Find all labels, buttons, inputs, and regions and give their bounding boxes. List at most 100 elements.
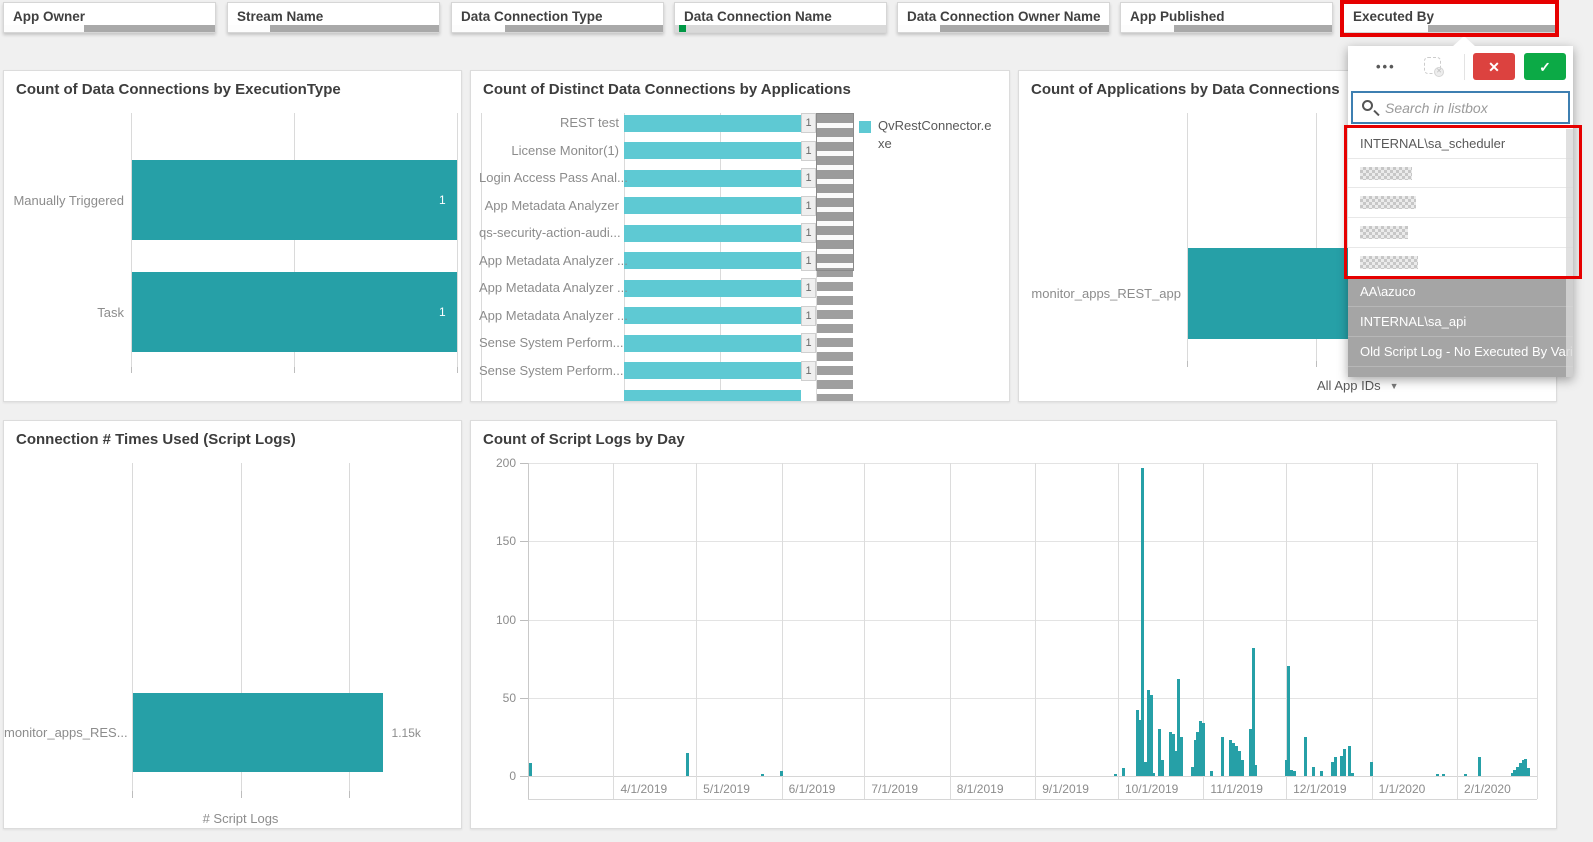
filter-data-connection-owner-name[interactable]: Data Connection Owner Name bbox=[897, 2, 1110, 33]
day-bar[interactable] bbox=[1331, 761, 1335, 776]
cancel-selection-button[interactable]: ✕ bbox=[1473, 53, 1515, 80]
day-bar[interactable] bbox=[1292, 771, 1296, 776]
legend-label[interactable]: QvRestConnector.exe bbox=[878, 118, 992, 151]
day-bar[interactable] bbox=[1196, 732, 1200, 776]
listbox-item[interactable] bbox=[1348, 188, 1573, 219]
day-bar[interactable] bbox=[1138, 719, 1142, 776]
day-bar[interactable] bbox=[1284, 760, 1288, 776]
bar-10[interactable] bbox=[624, 362, 801, 379]
filter-data-connection-type[interactable]: Data Connection Type bbox=[451, 2, 664, 33]
day-bar[interactable] bbox=[1516, 766, 1520, 776]
day-bar[interactable] bbox=[1177, 678, 1181, 776]
day-bar[interactable] bbox=[1171, 733, 1175, 776]
day-bar[interactable] bbox=[1370, 761, 1374, 776]
day-bar[interactable] bbox=[1312, 766, 1316, 776]
day-bar[interactable] bbox=[1320, 771, 1324, 776]
day-bar[interactable] bbox=[780, 771, 784, 776]
bar-task[interactable] bbox=[132, 272, 457, 352]
day-bar[interactable] bbox=[1510, 772, 1514, 776]
listbox-item[interactable] bbox=[1348, 247, 1573, 278]
confirm-selection-button[interactable]: ✓ bbox=[1524, 53, 1566, 80]
day-bar[interactable] bbox=[1248, 729, 1252, 776]
day-bar[interactable] bbox=[1513, 769, 1517, 776]
day-bar[interactable] bbox=[1146, 689, 1150, 776]
day-bar[interactable] bbox=[686, 752, 690, 776]
day-bar[interactable] bbox=[1157, 729, 1161, 776]
day-bar[interactable] bbox=[1232, 743, 1236, 776]
day-bar[interactable] bbox=[1190, 766, 1194, 776]
search-input[interactable] bbox=[1385, 95, 1560, 120]
listbox-item[interactable] bbox=[1348, 366, 1573, 377]
filter-data-connection-name[interactable]: Data Connection Name bbox=[674, 2, 887, 33]
day-bar[interactable] bbox=[1168, 732, 1172, 776]
filter-executed-by[interactable]: Executed By bbox=[1343, 2, 1556, 33]
bar-2[interactable] bbox=[624, 142, 801, 159]
day-bar[interactable] bbox=[1221, 736, 1225, 776]
bar-monitor_apps_RES...[interactable] bbox=[133, 693, 383, 772]
scroll-minimap-window[interactable] bbox=[816, 113, 854, 271]
day-bar[interactable] bbox=[1149, 694, 1153, 776]
day-bar[interactable] bbox=[1144, 761, 1148, 776]
day-bar[interactable] bbox=[529, 763, 533, 776]
day-bar[interactable] bbox=[1235, 746, 1238, 776]
bar-4[interactable] bbox=[624, 197, 801, 214]
day-bar[interactable] bbox=[1290, 769, 1294, 776]
day-bar[interactable] bbox=[1527, 768, 1531, 776]
day-bar[interactable] bbox=[1210, 771, 1214, 776]
listbox-item[interactable]: INTERNAL\sa_api bbox=[1348, 307, 1573, 337]
day-bar[interactable] bbox=[1174, 750, 1178, 776]
day-bar[interactable] bbox=[1463, 774, 1467, 776]
bar-8[interactable] bbox=[624, 307, 801, 324]
listbox-item[interactable] bbox=[1348, 218, 1573, 248]
listbox-item[interactable]: INTERNAL\sa_scheduler bbox=[1348, 129, 1573, 159]
day-bar[interactable] bbox=[1121, 768, 1125, 776]
day-bar[interactable] bbox=[1348, 746, 1352, 776]
day-bar[interactable] bbox=[1193, 740, 1197, 776]
listbox-scrollbar[interactable] bbox=[1566, 129, 1573, 377]
day-bar[interactable] bbox=[1303, 736, 1307, 776]
day-bar[interactable] bbox=[1229, 740, 1233, 776]
bar-9[interactable] bbox=[624, 334, 801, 352]
app-ids-selector[interactable]: All App IDs ▼ bbox=[1317, 378, 1399, 393]
day-bar[interactable] bbox=[1179, 736, 1183, 776]
day-bar[interactable] bbox=[1518, 763, 1522, 776]
day-bar[interactable] bbox=[1251, 647, 1255, 776]
day-bar[interactable] bbox=[1199, 721, 1203, 776]
day-bar[interactable] bbox=[1237, 750, 1241, 776]
day-bar[interactable] bbox=[1350, 772, 1354, 776]
day-bar[interactable] bbox=[1287, 666, 1291, 776]
day-bar[interactable] bbox=[1524, 758, 1528, 776]
filter-stream-name[interactable]: Stream Name bbox=[227, 2, 440, 33]
day-bar[interactable] bbox=[1141, 467, 1145, 776]
day-bar[interactable] bbox=[1521, 760, 1525, 776]
filter-app-owner[interactable]: App Owner bbox=[3, 2, 216, 33]
listbox-item[interactable] bbox=[1348, 158, 1573, 189]
bar-7[interactable] bbox=[624, 279, 801, 297]
day-bar[interactable] bbox=[1334, 757, 1338, 776]
day-bar[interactable] bbox=[1436, 774, 1440, 776]
bar-partial[interactable] bbox=[624, 390, 801, 401]
filter-app-published[interactable]: App Published bbox=[1120, 2, 1333, 33]
lasso-selection-icon[interactable]: ✕ bbox=[1424, 57, 1444, 77]
bar-6[interactable] bbox=[624, 252, 801, 269]
bar-1[interactable] bbox=[624, 114, 801, 132]
bar-manually-triggered[interactable] bbox=[132, 160, 457, 240]
day-bar[interactable] bbox=[1160, 760, 1164, 776]
day-bar[interactable] bbox=[1113, 774, 1117, 776]
listbox-item[interactable]: AA\azuco bbox=[1348, 277, 1573, 308]
day-bar[interactable] bbox=[1152, 772, 1156, 776]
day-bar[interactable] bbox=[1339, 755, 1343, 776]
day-bar[interactable] bbox=[1477, 757, 1481, 776]
day-bar[interactable] bbox=[1240, 760, 1244, 776]
bar-5[interactable] bbox=[624, 224, 801, 242]
day-bar[interactable] bbox=[1135, 710, 1139, 776]
day-bar[interactable] bbox=[1254, 765, 1258, 776]
day-bar[interactable] bbox=[1201, 722, 1205, 776]
day-bar[interactable] bbox=[760, 774, 764, 776]
bar-3[interactable] bbox=[624, 169, 801, 187]
day-bar[interactable] bbox=[1342, 749, 1346, 776]
day-bar[interactable] bbox=[1441, 774, 1445, 776]
gridline bbox=[131, 113, 132, 367]
listbox-item[interactable]: Old Script Log - No Executed By Varia... bbox=[1348, 336, 1573, 367]
more-options-icon[interactable]: ••• bbox=[1376, 59, 1396, 74]
